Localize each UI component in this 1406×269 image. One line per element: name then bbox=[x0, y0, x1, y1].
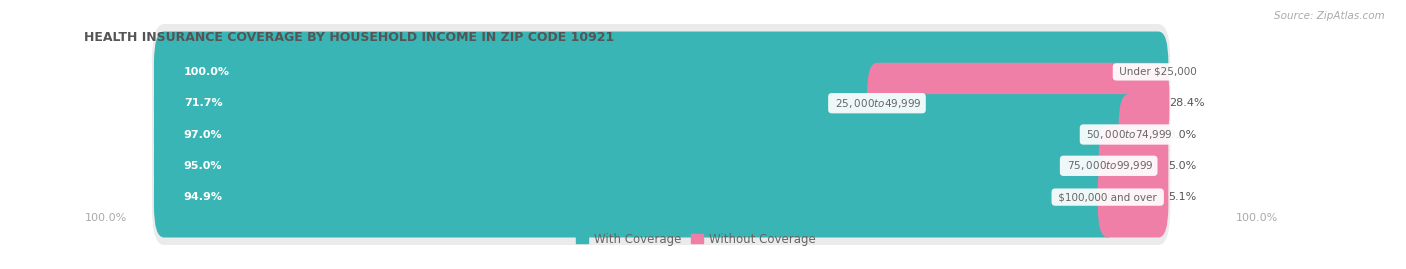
Text: Source: ZipAtlas.com: Source: ZipAtlas.com bbox=[1274, 11, 1385, 21]
Text: 28.4%: 28.4% bbox=[1170, 98, 1205, 108]
Text: 100.0%: 100.0% bbox=[184, 67, 229, 77]
FancyBboxPatch shape bbox=[152, 24, 1170, 120]
Legend: With Coverage, Without Coverage: With Coverage, Without Coverage bbox=[576, 233, 815, 246]
FancyBboxPatch shape bbox=[155, 31, 1168, 112]
Text: $25,000 to $49,999: $25,000 to $49,999 bbox=[832, 97, 922, 110]
FancyBboxPatch shape bbox=[155, 157, 1118, 238]
FancyBboxPatch shape bbox=[155, 125, 1119, 206]
FancyBboxPatch shape bbox=[1098, 157, 1168, 238]
FancyBboxPatch shape bbox=[868, 63, 1170, 144]
FancyBboxPatch shape bbox=[1119, 94, 1168, 175]
Text: 3.0%: 3.0% bbox=[1168, 129, 1197, 140]
FancyBboxPatch shape bbox=[155, 94, 1139, 175]
Text: 100.0%: 100.0% bbox=[84, 213, 127, 223]
Text: $75,000 to $99,999: $75,000 to $99,999 bbox=[1063, 159, 1154, 172]
FancyBboxPatch shape bbox=[155, 63, 887, 144]
Text: 94.9%: 94.9% bbox=[184, 192, 222, 202]
Text: 5.0%: 5.0% bbox=[1168, 161, 1197, 171]
FancyBboxPatch shape bbox=[152, 118, 1170, 214]
Text: 71.7%: 71.7% bbox=[184, 98, 222, 108]
FancyBboxPatch shape bbox=[152, 87, 1170, 182]
Text: HEALTH INSURANCE COVERAGE BY HOUSEHOLD INCOME IN ZIP CODE 10921: HEALTH INSURANCE COVERAGE BY HOUSEHOLD I… bbox=[84, 31, 614, 44]
Text: 97.0%: 97.0% bbox=[184, 129, 222, 140]
Text: 100.0%: 100.0% bbox=[1236, 213, 1278, 223]
Text: 95.0%: 95.0% bbox=[184, 161, 222, 171]
Text: $50,000 to $74,999: $50,000 to $74,999 bbox=[1084, 128, 1174, 141]
FancyBboxPatch shape bbox=[1098, 125, 1168, 206]
FancyBboxPatch shape bbox=[152, 149, 1170, 245]
FancyBboxPatch shape bbox=[152, 55, 1170, 151]
Text: Under $25,000: Under $25,000 bbox=[1116, 67, 1201, 77]
Text: $100,000 and over: $100,000 and over bbox=[1054, 192, 1160, 202]
Text: 5.1%: 5.1% bbox=[1168, 192, 1197, 202]
